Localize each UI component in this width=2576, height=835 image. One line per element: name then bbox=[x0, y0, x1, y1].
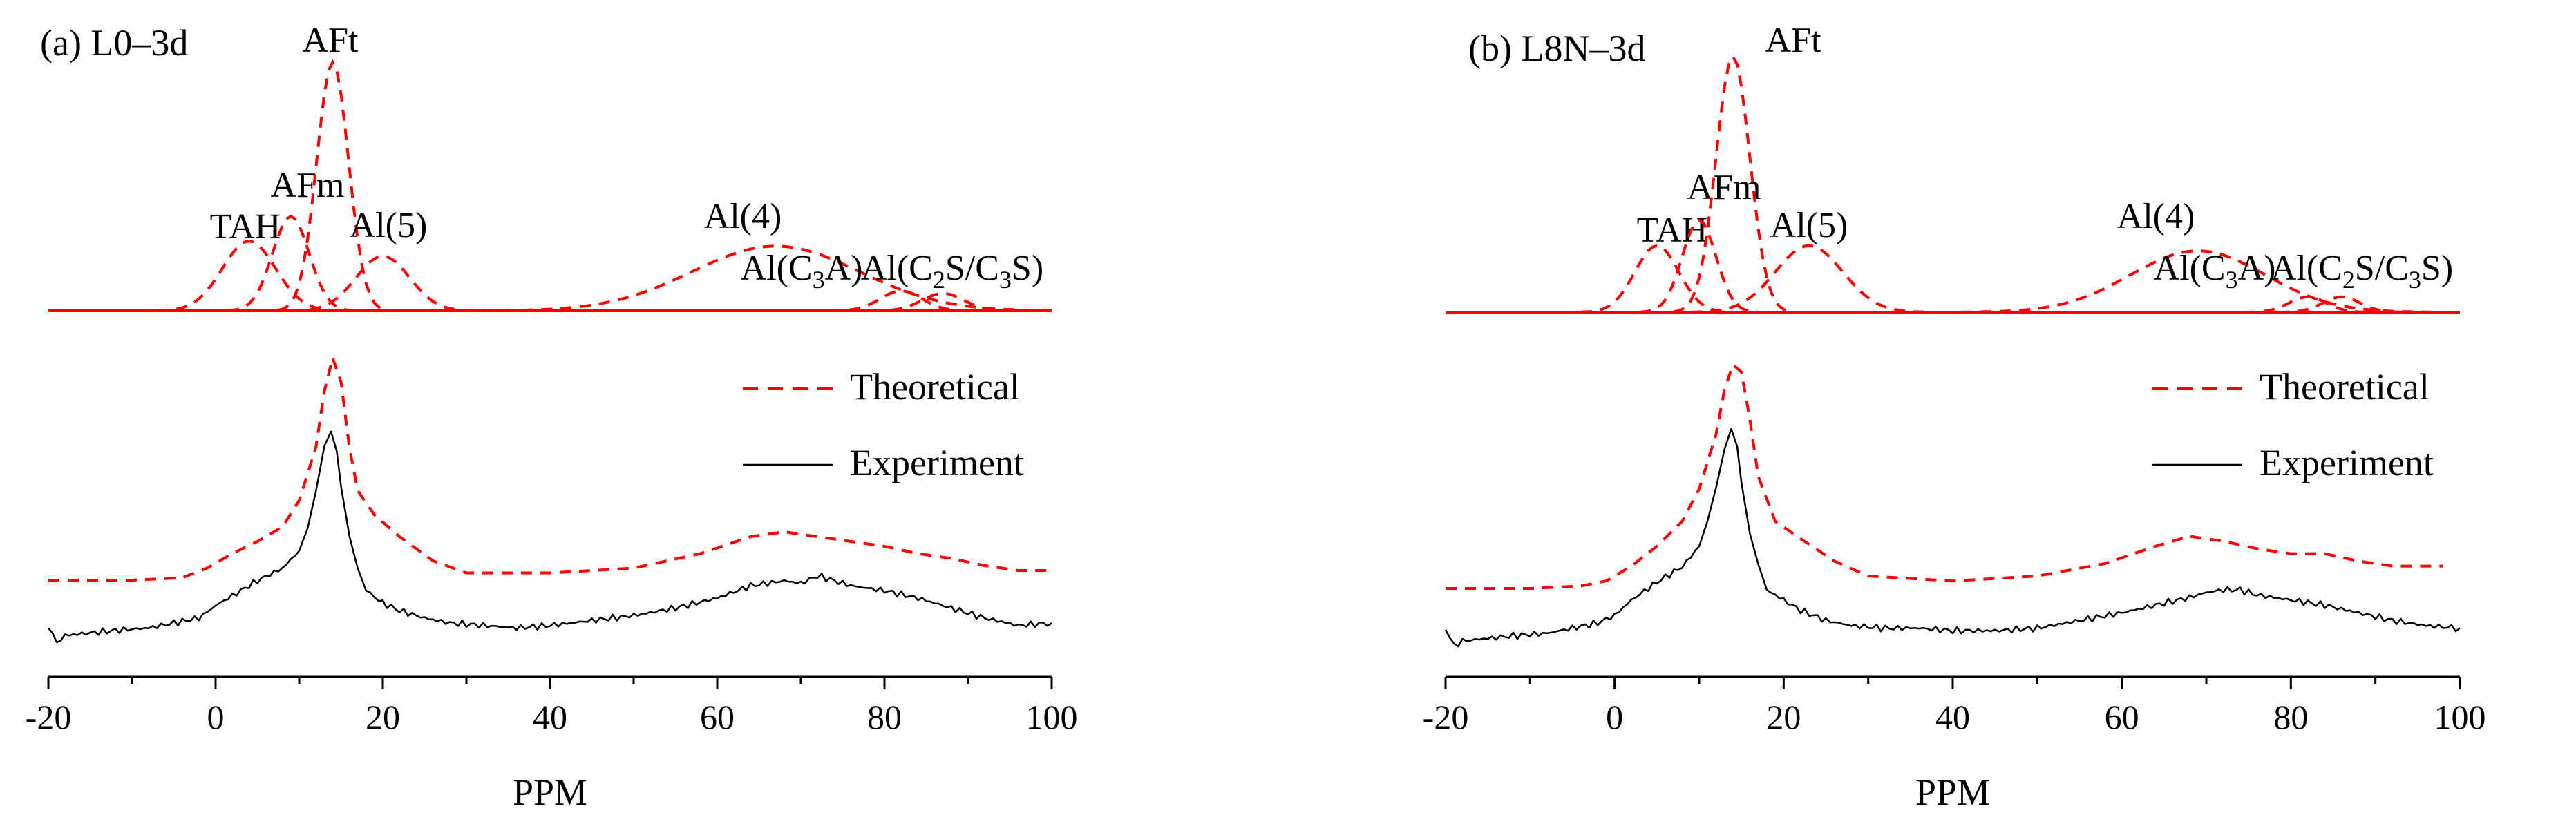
x-tick-label: -20 bbox=[26, 698, 72, 736]
label-subscript: 3 bbox=[2226, 266, 2238, 294]
x-tick-label: 0 bbox=[1606, 698, 1623, 736]
peak-label: Al(5) bbox=[350, 206, 428, 245]
panel-label: (a) L0–3d bbox=[40, 22, 188, 64]
peak-label: Al(4) bbox=[704, 197, 782, 236]
label-subscript: 3 bbox=[813, 266, 825, 294]
legend-experiment-label: Experiment bbox=[2260, 442, 2434, 483]
label-subscript: 2 bbox=[933, 266, 945, 294]
peak-label: Al(C3A) bbox=[741, 249, 863, 294]
peak-aft bbox=[1673, 53, 1792, 314]
peak-label: TAH bbox=[1637, 211, 1708, 250]
peak-al-4- bbox=[483, 244, 1052, 312]
peak-aft bbox=[278, 59, 388, 311]
x-tick-label: 100 bbox=[1026, 698, 1078, 736]
peak-label: AFm bbox=[271, 166, 345, 205]
x-tick-label: 80 bbox=[867, 698, 902, 736]
peak-al-c2s-c3s- bbox=[2278, 295, 2405, 314]
peak-al-c3a- bbox=[830, 289, 973, 312]
label-part: S/C bbox=[945, 249, 999, 288]
panel-label: (b) L8N–3d bbox=[1468, 28, 1645, 69]
experiment-series-line bbox=[1444, 428, 2461, 648]
x-tick-label: -20 bbox=[1423, 698, 1469, 736]
peak-tah bbox=[1580, 244, 1733, 314]
panel-b-chart: -20 0 20 40 60 80 100 PPM (b) L8N–3d TAH AFm AFt Al(… bbox=[1423, 21, 2486, 813]
x-tick-label: 60 bbox=[700, 698, 735, 736]
x-axis-label: PPM bbox=[1915, 771, 1990, 813]
label-subscript: 2 bbox=[2342, 266, 2355, 294]
legend-theoretical-label: Theoretical bbox=[2260, 366, 2430, 407]
peak-label: Al(C3A) bbox=[2154, 249, 2276, 294]
x-tick-label: 20 bbox=[1766, 698, 1801, 736]
peak-afm bbox=[227, 214, 354, 312]
peak-al-5- bbox=[1690, 244, 1928, 314]
peak-label: Al(C2S/C3S) bbox=[2271, 249, 2453, 294]
label-part: S/C bbox=[2355, 249, 2409, 288]
peak-label: Al(4) bbox=[2117, 197, 2195, 236]
peak-label: AFt bbox=[1765, 21, 1821, 60]
label-part: Al(C bbox=[2154, 249, 2226, 288]
x-tick-label: 60 bbox=[2105, 698, 2139, 736]
peak-label: Al(C2S/C3S) bbox=[861, 249, 1043, 294]
peak-label: AFm bbox=[1687, 168, 1761, 207]
peak-al-c3a- bbox=[2244, 295, 2371, 314]
label-subscript: 3 bbox=[999, 266, 1012, 294]
x-tick-label: 80 bbox=[2273, 698, 2308, 736]
label-part: A) bbox=[825, 249, 863, 288]
label-part: S) bbox=[1012, 249, 1043, 288]
label-subscript: 3 bbox=[2409, 266, 2421, 294]
label-part: A) bbox=[2238, 249, 2276, 288]
peak-label: Al(5) bbox=[1770, 206, 1848, 245]
experiment-series-line bbox=[48, 430, 1052, 644]
peak-al-4- bbox=[1961, 249, 2435, 314]
label-part: Al(C bbox=[2271, 249, 2342, 288]
x-tick-label: 0 bbox=[207, 698, 225, 736]
peak-label: AFt bbox=[303, 21, 359, 60]
peak-tah bbox=[157, 240, 341, 312]
theoretical-series-line bbox=[1446, 363, 2443, 590]
legend-experiment-label: Experiment bbox=[850, 442, 1024, 483]
label-part: Al(C bbox=[861, 249, 933, 288]
x-axis-label: PPM bbox=[513, 771, 587, 813]
peak-label: TAH bbox=[210, 207, 281, 247]
peak-al-c2s-c3s- bbox=[871, 291, 1014, 312]
x-tick-label: 20 bbox=[366, 698, 400, 736]
x-tick-label: 100 bbox=[2434, 698, 2486, 736]
legend-theoretical-label: Theoretical bbox=[850, 366, 1020, 407]
label-part: Al(C bbox=[741, 249, 813, 288]
x-tick-label: 40 bbox=[1935, 698, 1970, 736]
theoretical-series-line bbox=[48, 356, 1052, 582]
x-tick-label: 40 bbox=[533, 698, 567, 736]
label-part: S) bbox=[2421, 249, 2453, 288]
peak-al-5- bbox=[290, 254, 475, 312]
